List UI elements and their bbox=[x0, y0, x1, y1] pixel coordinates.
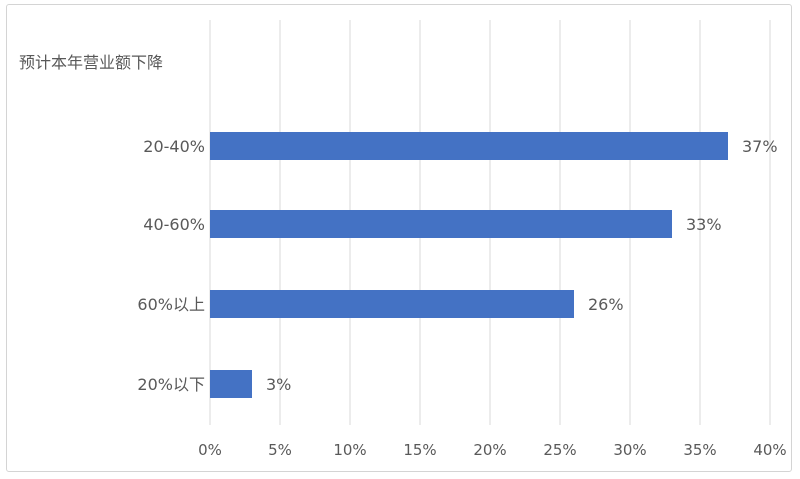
value-labels: 37% 33% 26% 3% bbox=[266, 137, 778, 394]
x-tick-label: 10% bbox=[333, 441, 366, 459]
value-label: 26% bbox=[588, 295, 624, 314]
x-tick-label: 5% bbox=[268, 441, 292, 459]
x-tick-label: 40% bbox=[753, 441, 786, 459]
category-label: 20-40% bbox=[143, 137, 205, 156]
bar bbox=[210, 290, 574, 318]
value-label: 33% bbox=[686, 215, 722, 234]
value-label: 3% bbox=[266, 375, 291, 394]
x-tick-label: 30% bbox=[613, 441, 646, 459]
x-tick-label: 20% bbox=[473, 441, 506, 459]
category-label: 40-60% bbox=[143, 215, 205, 234]
x-tick-label: 0% bbox=[198, 441, 222, 459]
category-label: 60%以上 bbox=[137, 295, 205, 314]
bar bbox=[210, 210, 672, 238]
x-tick-label: 15% bbox=[403, 441, 436, 459]
category-axis-label: 预计本年营业额下降 bbox=[19, 53, 163, 72]
bars bbox=[210, 132, 728, 398]
x-tick-label: 25% bbox=[543, 441, 576, 459]
value-label: 37% bbox=[742, 137, 778, 156]
x-tick-labels: 0% 5% 10% 15% 20% 25% 30% 35% 40% bbox=[198, 441, 787, 459]
category-label: 20%以下 bbox=[137, 375, 205, 394]
bar bbox=[210, 370, 252, 398]
category-labels: 20-40% 40-60% 60%以上 20%以下 bbox=[137, 137, 205, 394]
x-tick-label: 35% bbox=[683, 441, 716, 459]
bar bbox=[210, 132, 728, 160]
